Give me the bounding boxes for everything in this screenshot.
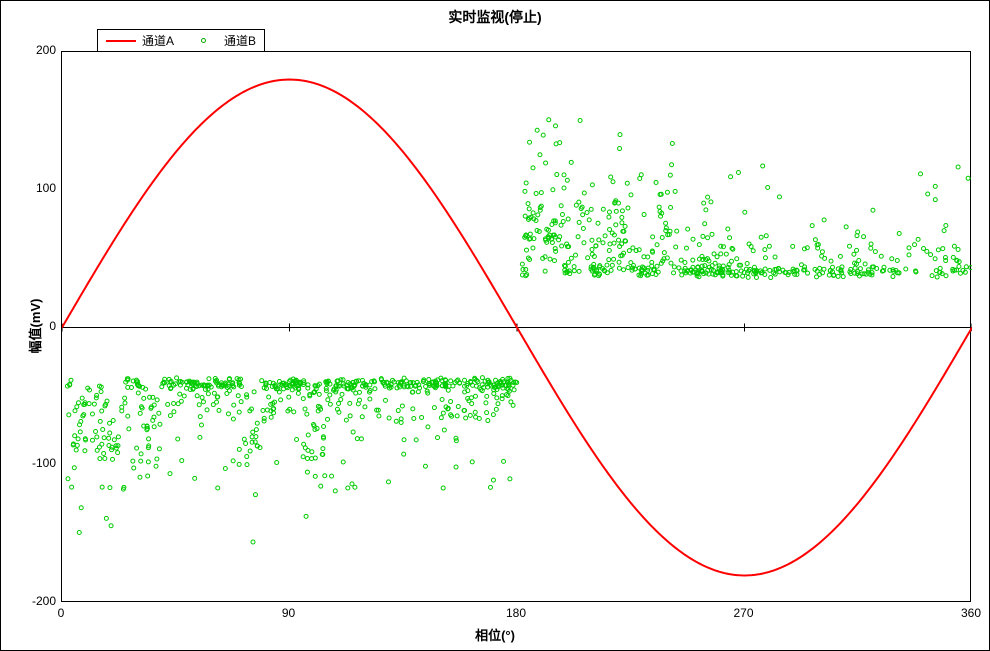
legend-item-a: 通道A xyxy=(106,32,174,49)
x-tick-label: 360 xyxy=(951,606,990,620)
x-tick-label: 180 xyxy=(496,606,536,620)
y-tick-label: 200 xyxy=(16,43,56,57)
chart-title: 实时监视(停止) xyxy=(1,7,989,27)
legend-dot-b xyxy=(188,38,218,43)
plot-area xyxy=(61,51,971,602)
legend-line-a xyxy=(106,40,136,42)
legend: 通道A 通道B xyxy=(97,29,265,52)
legend-item-b: 通道B xyxy=(188,32,256,49)
legend-label-a: 通道A xyxy=(142,32,174,49)
plot-svg xyxy=(62,52,972,603)
x-tick-label: 0 xyxy=(41,606,81,620)
y-tick-label: 0 xyxy=(16,319,56,333)
y-tick-label: 100 xyxy=(16,181,56,195)
legend-label-b: 通道B xyxy=(224,32,256,49)
x-axis-label: 相位(°) xyxy=(1,625,989,644)
x-tick-label: 90 xyxy=(269,606,309,620)
x-tick-label: 270 xyxy=(724,606,764,620)
y-tick-label: -100 xyxy=(16,456,56,470)
chart-container: 实时监视(停止) 通道A 通道B 幅值(mV) 相位(°) -200-10001… xyxy=(0,0,990,651)
